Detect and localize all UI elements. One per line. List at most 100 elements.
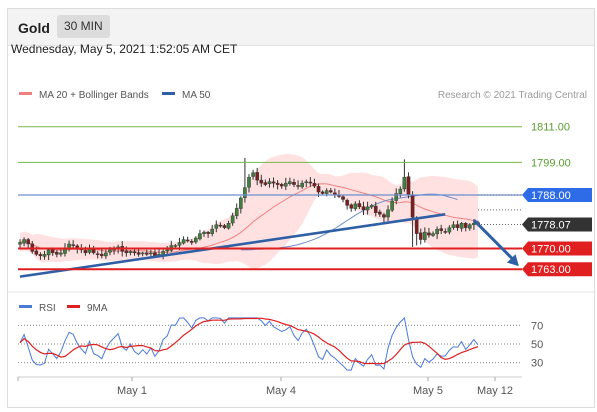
candle-body xyxy=(251,172,255,177)
candle-body xyxy=(455,224,460,228)
candle-body xyxy=(91,248,96,254)
candle-body xyxy=(206,232,210,234)
candle-body xyxy=(239,197,243,209)
candle-body xyxy=(296,185,300,187)
legend-swatch-rsi xyxy=(19,305,32,308)
widget-header: Gold 30 MIN xyxy=(8,9,594,46)
price-label-pivot-bg xyxy=(522,188,592,202)
candle-body xyxy=(34,250,39,255)
candle-body xyxy=(222,225,227,228)
price-label-resistance: 1811.00 xyxy=(531,122,570,134)
candle-body xyxy=(423,231,427,240)
candle-body xyxy=(427,232,431,236)
candle-body xyxy=(255,172,259,181)
candle-body xyxy=(181,239,186,244)
candle-body xyxy=(165,249,170,252)
forecast-arrow-head xyxy=(506,254,519,267)
candle-body xyxy=(26,239,30,245)
rsi-level-label: 30 xyxy=(531,358,543,370)
candle-body xyxy=(177,242,182,246)
candle-body xyxy=(288,181,292,184)
candle-body xyxy=(279,184,284,187)
legend-label-rsi: RSI xyxy=(39,303,56,314)
candle-body xyxy=(353,203,358,209)
timeframe-selector[interactable]: 30 MIN xyxy=(57,15,110,38)
candle-body xyxy=(459,223,464,229)
bollinger-band xyxy=(20,154,478,270)
candle-body xyxy=(451,224,456,228)
candle-body xyxy=(378,211,382,215)
candle-body xyxy=(418,232,423,240)
forecast-arrow-shaft xyxy=(472,219,517,264)
candle-body xyxy=(468,224,472,229)
candle-body xyxy=(38,254,43,257)
price-label-support: 1770.00 xyxy=(531,243,571,255)
candle-body xyxy=(439,228,443,231)
rsi-level-label: 50 xyxy=(531,339,543,351)
candle-body xyxy=(382,214,386,218)
candle-body xyxy=(243,187,247,198)
candle-body xyxy=(263,182,268,185)
price-label-pivot: 1788.00 xyxy=(531,190,571,202)
x-tick-label: May 4 xyxy=(266,385,296,397)
candle-body xyxy=(414,217,419,234)
candle-body xyxy=(365,206,370,211)
candle-body xyxy=(55,251,59,255)
candle-body xyxy=(369,205,374,208)
candle-body xyxy=(373,205,378,214)
candle-body xyxy=(210,228,214,234)
candle-body xyxy=(259,179,264,184)
candle-body xyxy=(328,190,333,193)
candle-body xyxy=(390,200,394,211)
candle-body xyxy=(218,224,223,227)
candle-body xyxy=(406,176,411,196)
price-label-last: 1778.07 xyxy=(531,219,571,231)
candle-body xyxy=(316,186,321,193)
candle-body xyxy=(71,244,75,246)
candle-body xyxy=(463,223,468,228)
ma20-line xyxy=(19,183,479,253)
candle-body xyxy=(214,224,219,229)
trend-line xyxy=(19,213,446,278)
candle-body xyxy=(410,194,415,218)
candle-body xyxy=(95,253,100,255)
price-label-support-bg xyxy=(522,241,592,256)
candle-body xyxy=(194,237,198,243)
candle-body xyxy=(42,254,47,257)
candle-body xyxy=(104,252,108,257)
candle-body xyxy=(435,228,439,235)
price-label-support-bg xyxy=(522,262,592,277)
research-credit: Research © 2021 Trading Central xyxy=(438,90,587,101)
candle-body xyxy=(59,252,63,255)
chart-datetime: Wednesday, May 5, 2021 1:52:05 AM CET xyxy=(11,42,238,56)
price-label-resistance: 1799.00 xyxy=(531,157,571,169)
legend-swatch-ma50 xyxy=(162,92,175,95)
candle-body xyxy=(300,182,304,188)
candle-body xyxy=(144,252,149,255)
candle-body xyxy=(324,190,329,194)
candle-body xyxy=(124,250,129,254)
candle-body xyxy=(275,182,280,185)
candle-body xyxy=(312,183,317,187)
x-tick-label: May 5 xyxy=(413,385,443,397)
candle-body xyxy=(173,245,178,247)
candle-body xyxy=(247,176,251,188)
candle-body xyxy=(99,253,104,257)
candle-body xyxy=(443,231,448,233)
candle-body xyxy=(140,252,145,255)
candle-body xyxy=(22,239,26,244)
candle-body xyxy=(361,206,366,211)
candle-body xyxy=(431,233,435,236)
chart-widget: Gold 30 MIN xyxy=(7,8,595,408)
candle-body xyxy=(234,208,239,216)
candle-body xyxy=(284,182,288,187)
candle-body xyxy=(320,191,325,194)
candle-body xyxy=(128,251,133,253)
candle-body xyxy=(394,193,399,201)
candle-body xyxy=(198,233,202,240)
candle-body xyxy=(398,188,403,195)
candle-body xyxy=(202,231,206,234)
candle-body xyxy=(46,249,51,256)
candle-body xyxy=(185,239,190,242)
